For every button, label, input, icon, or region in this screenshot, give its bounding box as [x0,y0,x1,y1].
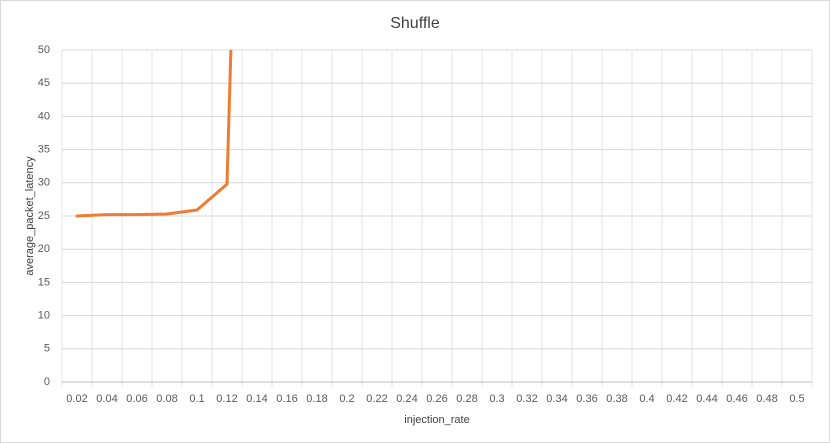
x-tick-label: 0.44 [696,393,717,405]
y-axis-title: average_packet_latency [24,156,36,276]
x-tick-label: 0.42 [666,393,687,405]
x-tick-label: 0.32 [516,393,537,405]
y-tick-label: 25 [38,210,50,222]
x-tick-label: 0.36 [576,393,597,405]
y-tick-label: 45 [38,77,50,89]
y-tick-label: 10 [38,310,50,322]
x-tick-label: 0.38 [606,393,627,405]
y-tick-label: 35 [38,144,50,156]
x-axis-title: injection_rate [404,414,469,426]
x-tick-label: 0.4 [639,393,654,405]
x-tick-label: 0.46 [726,393,747,405]
x-tick-label: 0.1 [189,393,204,405]
x-tick-label: 0.48 [756,393,777,405]
x-tick-label: 0.26 [426,393,447,405]
chart-title: Shuffle [390,15,440,32]
x-tick-label: 0.2 [339,393,354,405]
x-tick-label: 0.22 [366,393,387,405]
x-tick-label: 0.5 [789,393,804,405]
x-tick-label: 0.02 [66,393,87,405]
y-tick-label: 15 [38,276,50,288]
x-tick-label: 0.28 [456,393,477,405]
x-tick-label: 0.24 [396,393,417,405]
x-tick-label: 0.16 [276,393,297,405]
x-tick-label: 0.12 [216,393,237,405]
y-tick-label: 5 [44,343,50,355]
x-tick-label: 0.04 [96,393,117,405]
y-tick-label: 30 [38,177,50,189]
x-tick-label: 0.14 [246,393,267,405]
x-tick-label: 0.3 [489,393,504,405]
y-tick-label: 0 [44,376,50,388]
y-tick-label: 40 [38,110,50,122]
y-tick-label: 20 [38,243,50,255]
x-tick-label: 0.06 [126,393,147,405]
x-tick-label: 0.18 [306,393,327,405]
x-tick-label: 0.34 [546,393,567,405]
y-tick-label: 50 [38,44,50,56]
x-tick-label: 0.08 [156,393,177,405]
data-line [75,50,233,218]
